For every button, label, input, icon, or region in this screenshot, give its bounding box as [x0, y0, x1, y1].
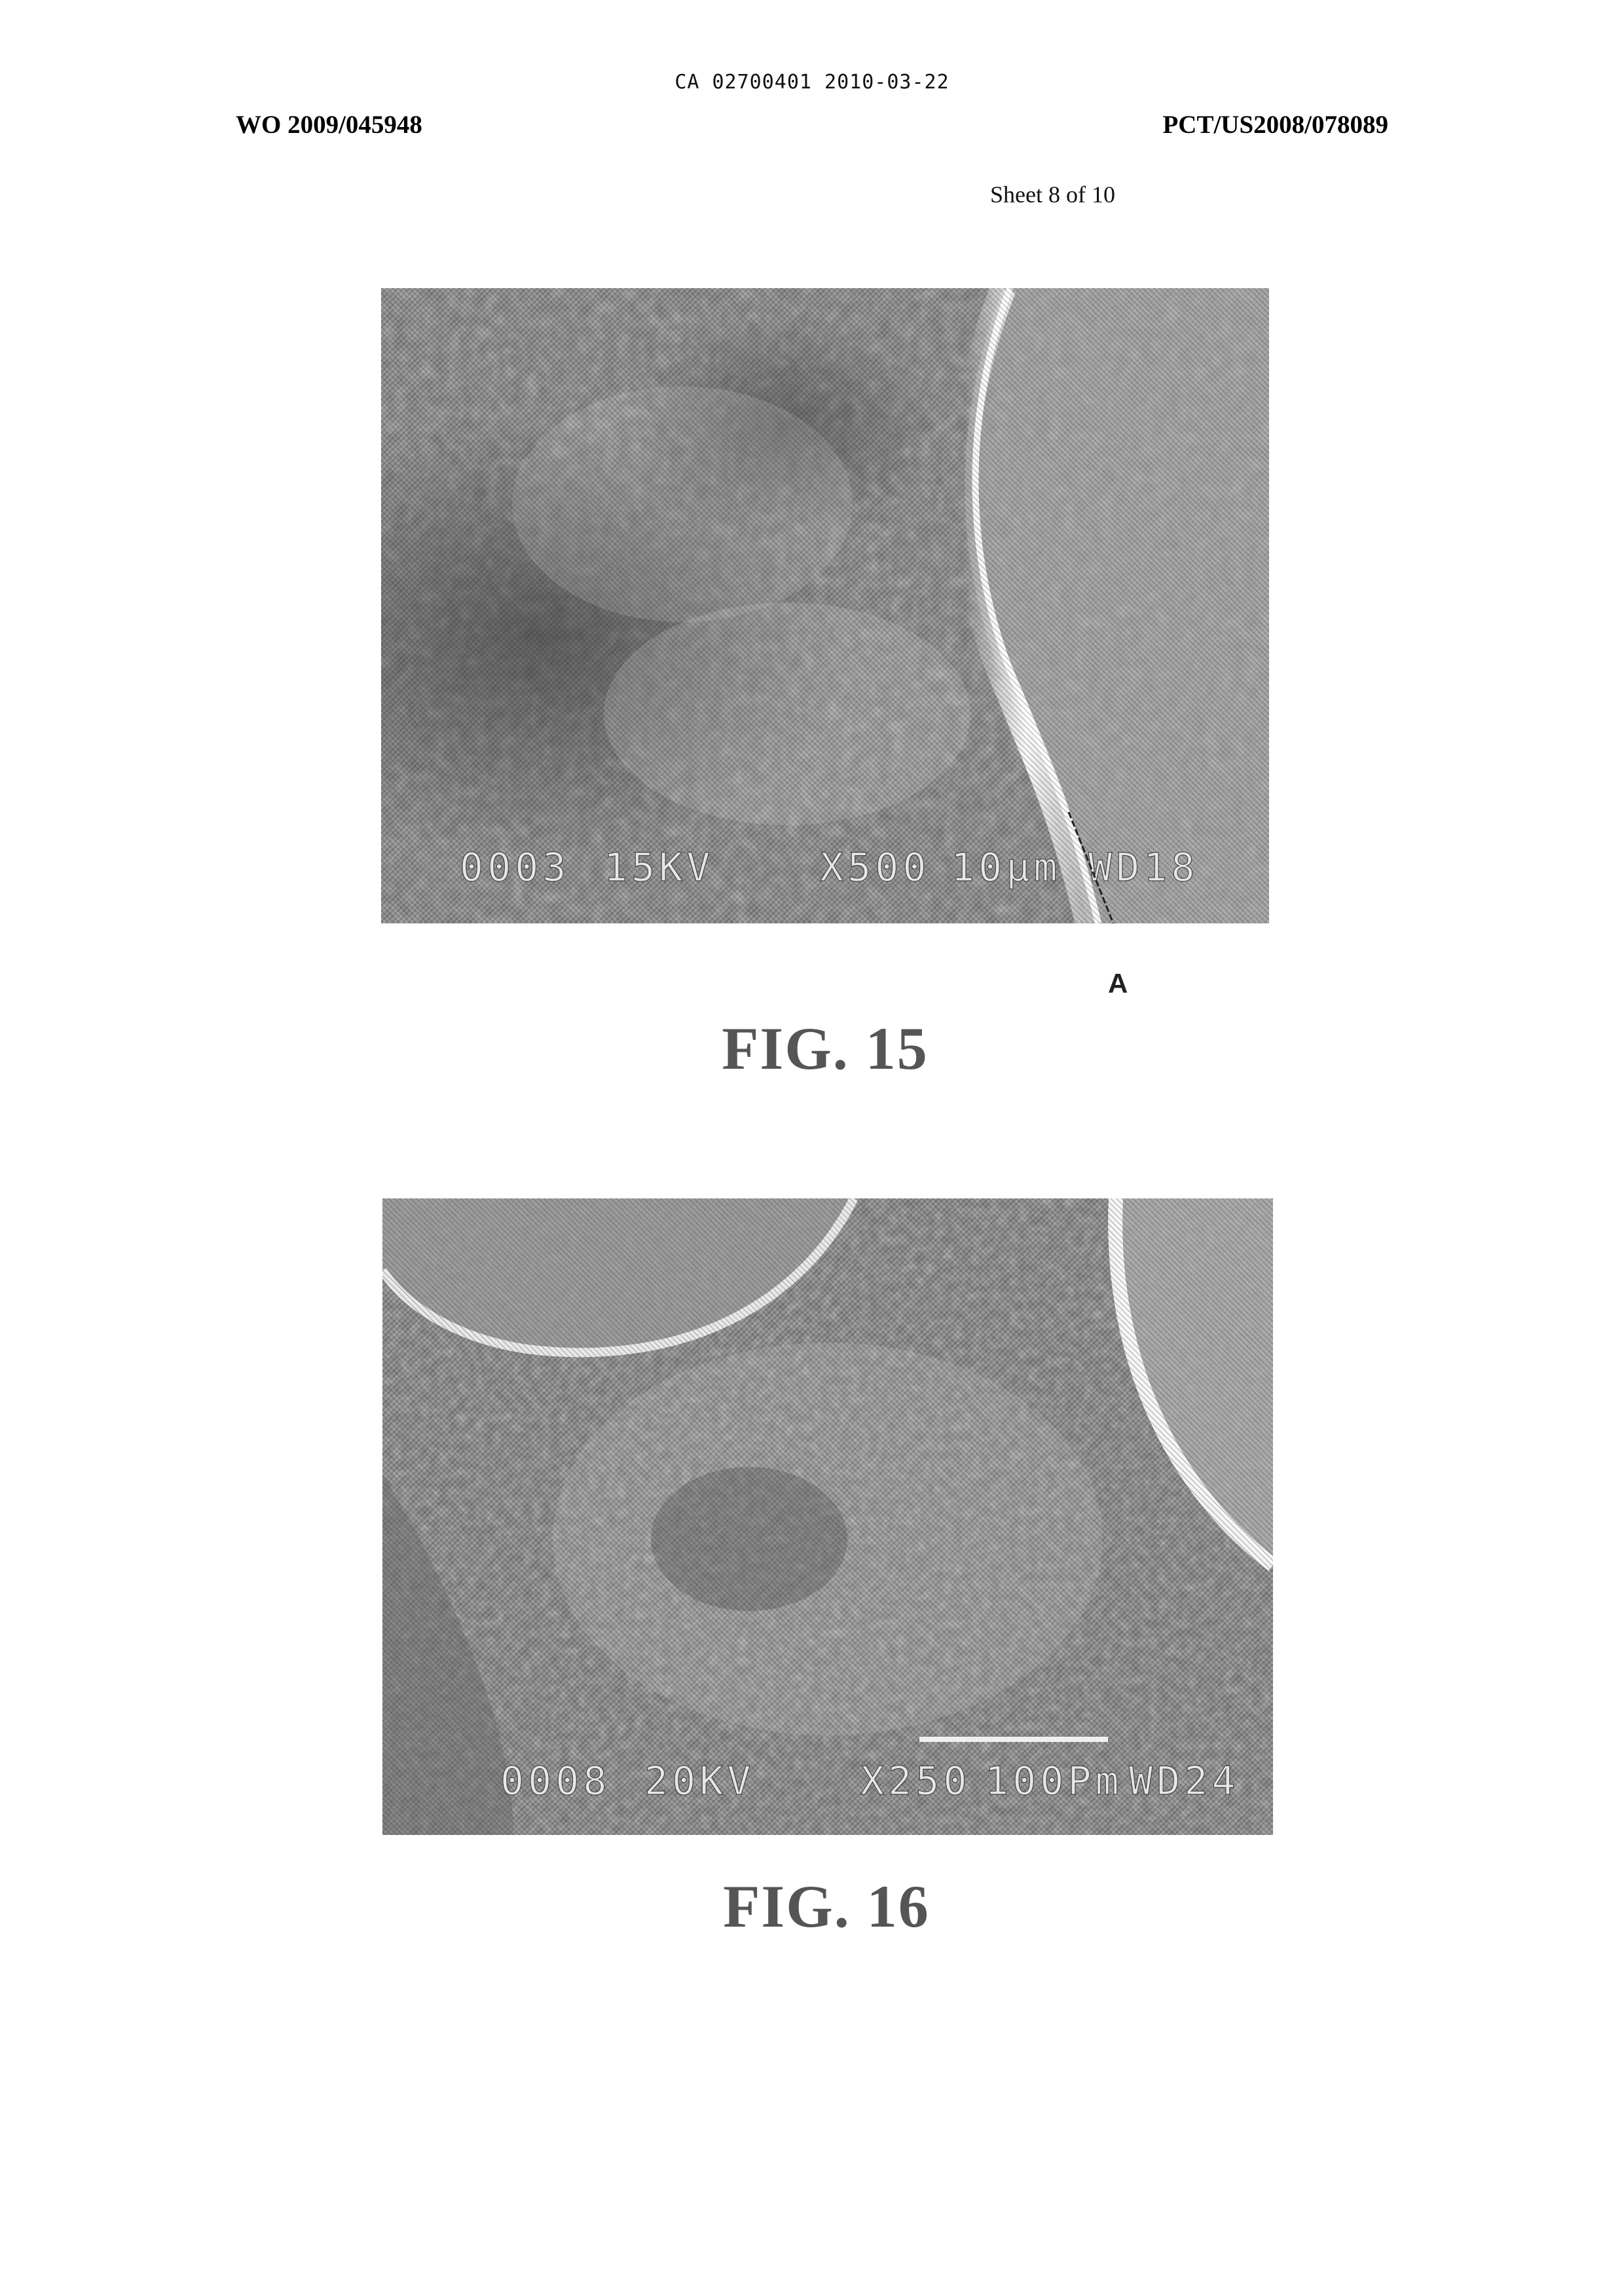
sem-micrograph-fig15: 0003 15KV X500 10µm WD18: [381, 288, 1269, 923]
wo-publication-number: WO 2009/045948: [236, 110, 422, 139]
sem-working-distance: WD24: [1129, 1758, 1240, 1804]
sheet-number: Sheet 8 of 10: [990, 181, 1115, 208]
pct-application-number: PCT/US2008/078089: [1162, 110, 1388, 139]
figure-caption: FIG. 16: [564, 1872, 1088, 1941]
sem-scale: 100Pm: [985, 1758, 1123, 1804]
sem-voltage: 15KV: [604, 845, 714, 891]
sem-scale: 10µm: [951, 845, 1061, 891]
sem-micrograph-fig16: 0008 20KV X250 100Pm WD24: [382, 1198, 1273, 1835]
sem-image-number: 0003: [460, 845, 570, 891]
sem-magnification: X500: [820, 845, 931, 891]
reference-label-a: A: [1108, 968, 1128, 999]
document-number: CA 02700401 2010-03-22: [0, 71, 1624, 94]
sem-voltage: 20KV: [644, 1758, 755, 1804]
sem-magnification: X250: [860, 1758, 971, 1804]
figure-caption: FIG. 15: [563, 1014, 1087, 1083]
sem-working-distance: WD18: [1088, 845, 1199, 891]
scale-bar: [919, 1737, 1108, 1742]
sem-image-number: 0008: [500, 1758, 611, 1804]
